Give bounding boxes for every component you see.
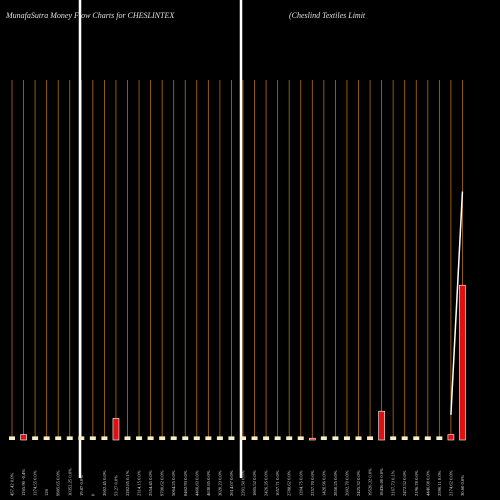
x-tick-label: 9700.62 0.0% [160, 470, 165, 496]
x-tick-label: 3020.23 0.0% [217, 470, 222, 496]
bar [320, 436, 327, 440]
bar [159, 436, 166, 440]
bar [308, 437, 316, 441]
bar [228, 436, 235, 440]
bar [124, 436, 131, 440]
bar [447, 434, 455, 441]
x-tick-label: 2590.11 0.0% [437, 470, 442, 496]
chart-title: MunafaSutra Money Flow Charts for CHESLI… [5, 11, 175, 20]
bar [343, 436, 350, 440]
bar [263, 436, 270, 440]
bar [240, 436, 246, 440]
x-tick-label: 2174.62 0.0% [448, 470, 453, 496]
x-tick-label: 2554.45 0.0% [148, 470, 153, 496]
x-tick-label: 19526.32 0.0% [368, 468, 373, 496]
x-tick-label: 18436.00 0.0% [379, 468, 384, 496]
bar [43, 436, 50, 440]
x-tick-label: 2788.62 0.0% [287, 470, 292, 496]
x-tick-label: 1420.96 0.0% [321, 470, 326, 496]
bar [251, 436, 258, 440]
bar [182, 436, 189, 440]
x-tick-label: 2602.70 0.0% [344, 470, 349, 496]
bar [66, 436, 73, 440]
bar [424, 436, 431, 440]
x-tick-label: 4630.85 0.0% [206, 470, 211, 496]
x-tick-label: 1374.55 0.0% [33, 470, 38, 496]
x-tick-label: 9985.65 0.0% [56, 470, 61, 496]
bar [136, 436, 143, 440]
x-tick-label: 2314.15 0.0% [137, 470, 142, 496]
x-tick-label: 1265.90 -0.4% [21, 469, 26, 496]
bar [436, 436, 443, 440]
x-tick-label: 126 [44, 488, 49, 496]
x-tick-label: 2850.25 0.0% [333, 470, 338, 496]
x-tick-label: 2257.70 0.0% [310, 470, 315, 496]
x-tick-label: 8462.93 0.0% [183, 470, 188, 496]
bar [193, 436, 200, 440]
bar [9, 436, 15, 440]
x-tick-label: 2282.85 0.1% [125, 470, 130, 496]
x-tick-label: 2602.45 0.0% [102, 470, 107, 496]
x-tick-label: 3167.73 0.1% [391, 470, 396, 496]
bar [216, 436, 223, 440]
bar [459, 284, 466, 441]
x-tick-label: 4460.83 0.0% [194, 470, 199, 496]
bar [55, 436, 62, 440]
x-tick-label: 0 [90, 493, 95, 496]
chart-subtitle: (Cheslind Textiles Limit [289, 11, 366, 20]
x-tick-label: 2425.32 0.0% [356, 470, 361, 496]
x-tick-label: 2201.50 0.0% [241, 470, 246, 496]
x-tick-label: 2426.35 0.0% [264, 470, 269, 496]
x-tick-label: 2614.07 0.0% [229, 470, 234, 496]
bar [101, 436, 108, 440]
x-tick-label: 19.87 0.0% [79, 475, 84, 496]
bar [401, 436, 408, 440]
x-tick-label: 53.27 0.0% [113, 475, 118, 496]
x-tick-label: 4446.08 0.0% [425, 470, 430, 496]
bar [413, 436, 420, 440]
bar [355, 436, 362, 440]
x-tick-label: 30.60 0.0% [460, 475, 465, 496]
bar [20, 434, 27, 441]
bar [332, 436, 339, 440]
bar [274, 436, 281, 440]
bar [390, 436, 397, 440]
x-tick-label: 10352.25 0.0% [67, 468, 72, 496]
bar [378, 410, 385, 441]
bar [89, 436, 96, 440]
x-tick-label: 1805.52 0.0% [252, 470, 257, 496]
bar [170, 436, 177, 440]
bar [78, 436, 85, 440]
bar [147, 436, 154, 440]
bar [297, 436, 304, 440]
x-tick-label: 2196.78 0.0% [414, 470, 419, 496]
x-tick-label: 5064.25 0.0% [171, 470, 176, 496]
bar [205, 436, 212, 440]
bar [367, 436, 374, 440]
line-series [450, 191, 464, 415]
x-tick-label: 1204.75 0.0% [298, 470, 303, 496]
bar [286, 436, 293, 440]
x-tick-label: 457.42 0.0% [10, 472, 15, 496]
bar [32, 436, 39, 440]
x-tick-label: 2472.52 0.0% [402, 470, 407, 496]
x-tick-label: 1057.71 0.0% [275, 470, 280, 496]
bar [112, 418, 120, 441]
